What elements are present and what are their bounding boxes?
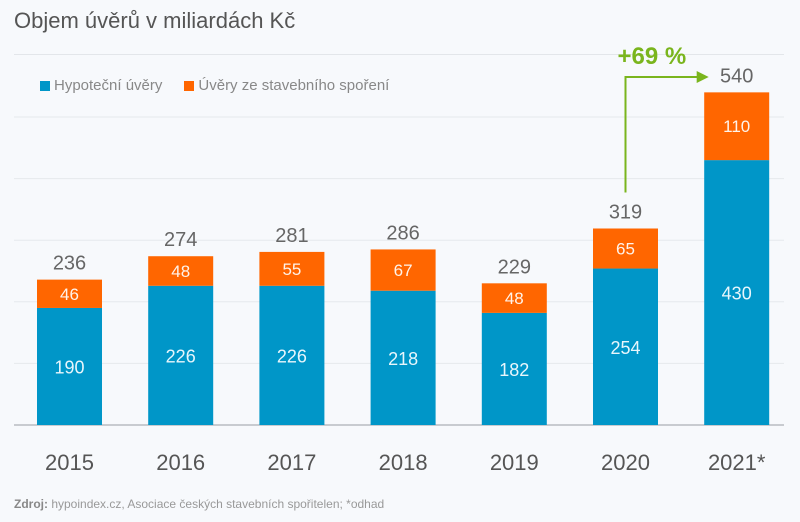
legend: Hypoteční úvěry Úvěry ze stavebního spoř… [40,77,389,94]
bar-mortgages [148,285,214,425]
data-label-mortgages: 226 [277,346,307,366]
data-label-total: 274 [164,229,197,251]
data-label-total: 319 [609,201,642,223]
x-tick-label: 2020 [601,450,650,475]
bar-building-savings [481,283,547,313]
bar-mortgages [37,307,102,425]
bar-building-savings [259,251,325,286]
bar-mortgages [259,285,325,425]
legend-swatch-building-savings [184,80,195,91]
data-label-total: 281 [275,225,308,247]
data-label-mortgages: 190 [54,357,84,377]
data-label-mortgages: 430 [722,284,752,304]
x-tick-label: 2017 [267,450,316,475]
growth-arrow-line [624,76,699,193]
bar-mortgages [593,268,658,425]
data-label-mortgages: 254 [610,338,640,358]
bar-mortgages [704,160,770,425]
data-label-building-savings: 48 [171,262,190,281]
bar-mortgages [481,312,547,425]
bar-building-savings [37,279,102,308]
data-label-mortgages: 218 [388,349,418,369]
source-text: hypoindex.cz, Asociace českých stavebníc… [48,497,385,511]
data-label-mortgages: 226 [166,346,196,366]
source-label: Zdroj: [14,497,48,511]
data-label-building-savings: 55 [282,260,301,279]
growth-arrow-head [696,71,709,83]
bar-building-savings [593,228,658,269]
data-label-total: 286 [386,222,419,244]
bar-mortgages [370,290,436,425]
legend-item-mortgages: Hypoteční úvěry [40,77,162,94]
x-tick-label: 2016 [156,450,205,475]
legend-label-mortgages: Hypoteční úvěry [54,77,163,94]
data-label-building-savings: 46 [60,285,79,304]
legend-item-building-savings: Úvěry ze stavebního spoření [184,77,389,94]
x-tick-label: 2018 [379,450,428,475]
chart-title: Objem úvěrů v miliardách Kč [14,8,296,33]
title-divider [14,54,784,55]
data-label-total: 236 [53,253,86,275]
bar-building-savings [148,256,214,286]
legend-swatch-mortgages [40,80,50,91]
data-label-building-savings: 67 [394,261,413,280]
data-label-mortgages: 182 [499,360,529,380]
x-tick-label: 2019 [490,450,539,475]
bar-building-savings [370,249,436,291]
x-tick-label: 2015 [45,450,94,475]
legend-label-building-savings: Úvěry ze stavebního spoření [198,77,390,94]
data-label-building-savings: 110 [723,117,750,136]
source-note: Zdroj: hypoindex.cz, Asociace českých st… [14,497,384,511]
x-tick-label: 2021* [708,450,766,475]
data-label-building-savings: 48 [505,289,524,308]
data-label-total: 229 [498,256,531,278]
data-label-total: 540 [720,65,753,87]
bar-building-savings [704,92,770,161]
data-label-building-savings: 65 [616,240,635,259]
growth-annotation-label: +69 % [618,43,687,70]
